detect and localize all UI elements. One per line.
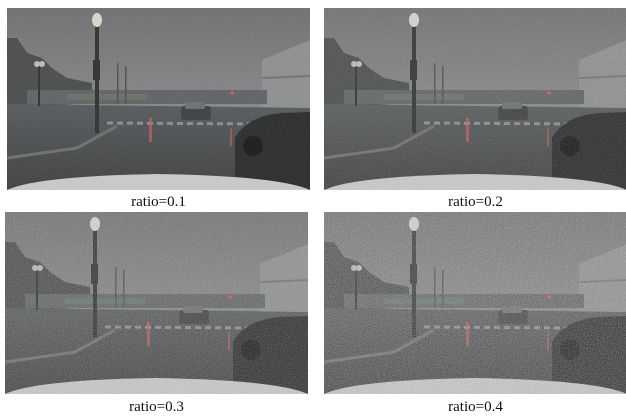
street-scene-image bbox=[324, 8, 626, 190]
image-panel-ratio-0-1 bbox=[7, 8, 310, 190]
street-scene-image bbox=[5, 212, 308, 394]
caption-ratio-0-3: ratio=0.3 bbox=[129, 399, 184, 415]
image-panel-ratio-0-4 bbox=[324, 212, 626, 394]
image-panel-ratio-0-3 bbox=[5, 212, 308, 394]
caption-ratio-0-1: ratio=0.1 bbox=[131, 194, 186, 210]
street-scene-image bbox=[324, 212, 626, 394]
caption-ratio-0-2: ratio=0.2 bbox=[448, 194, 503, 210]
caption-ratio-0-4: ratio=0.4 bbox=[448, 399, 503, 415]
street-scene-image bbox=[7, 8, 310, 190]
image-panel-ratio-0-2 bbox=[324, 8, 626, 190]
